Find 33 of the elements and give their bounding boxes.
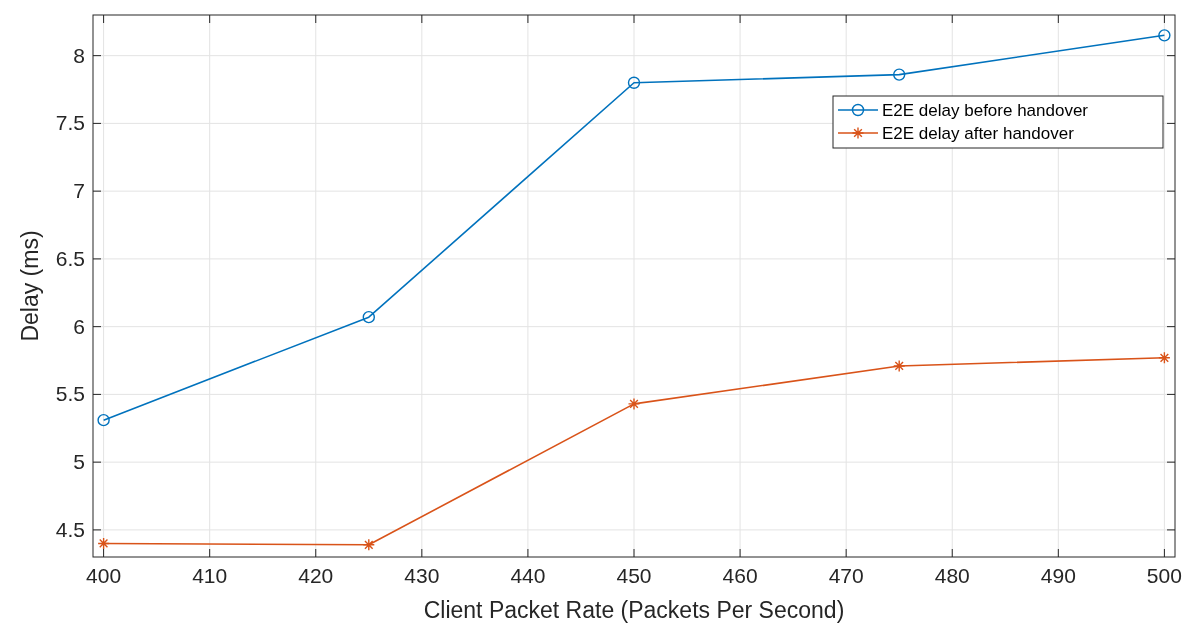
point [362, 538, 375, 552]
y-tick-label: 7.5 [55, 111, 85, 135]
point [893, 359, 906, 373]
y-tick-label: 6 [73, 314, 85, 338]
y-tick-label: 6.5 [55, 246, 85, 270]
y-tick-label: 5 [73, 450, 85, 474]
point [97, 537, 110, 550]
x-tick-label: 450 [616, 564, 652, 587]
y-axis-title: Delay (ms) [17, 230, 43, 342]
point [1158, 351, 1171, 365]
x-tick-label: 470 [828, 564, 864, 587]
x-tick-label: 460 [722, 564, 758, 587]
legend-label: E2E delay after handover [882, 124, 1075, 143]
point [362, 310, 375, 324]
x-tick-label: 480 [934, 564, 970, 587]
x-tick-label: 490 [1040, 564, 1076, 587]
point [627, 76, 641, 89]
x-tick-label: 420 [298, 564, 334, 587]
point [627, 397, 641, 411]
point [97, 413, 110, 427]
y-tick-label: 7 [73, 179, 85, 203]
x-tick-label: 430 [404, 564, 440, 587]
y-tick-label: 8 [73, 43, 85, 67]
y-tick-label: 5.5 [55, 382, 85, 406]
x-tick-label: 400 [86, 564, 122, 587]
x-tick-label: 440 [510, 564, 546, 587]
x-axis-title: Client Packet Rate (Packets Per Second) [423, 597, 845, 623]
x-tick-label: 500 [1146, 564, 1182, 587]
y-tick-label: 4.5 [55, 517, 85, 541]
legend-label: E2E delay before handover [882, 101, 1089, 120]
point [1158, 29, 1171, 42]
point [893, 68, 906, 81]
x-tick-label: 410 [192, 564, 228, 587]
